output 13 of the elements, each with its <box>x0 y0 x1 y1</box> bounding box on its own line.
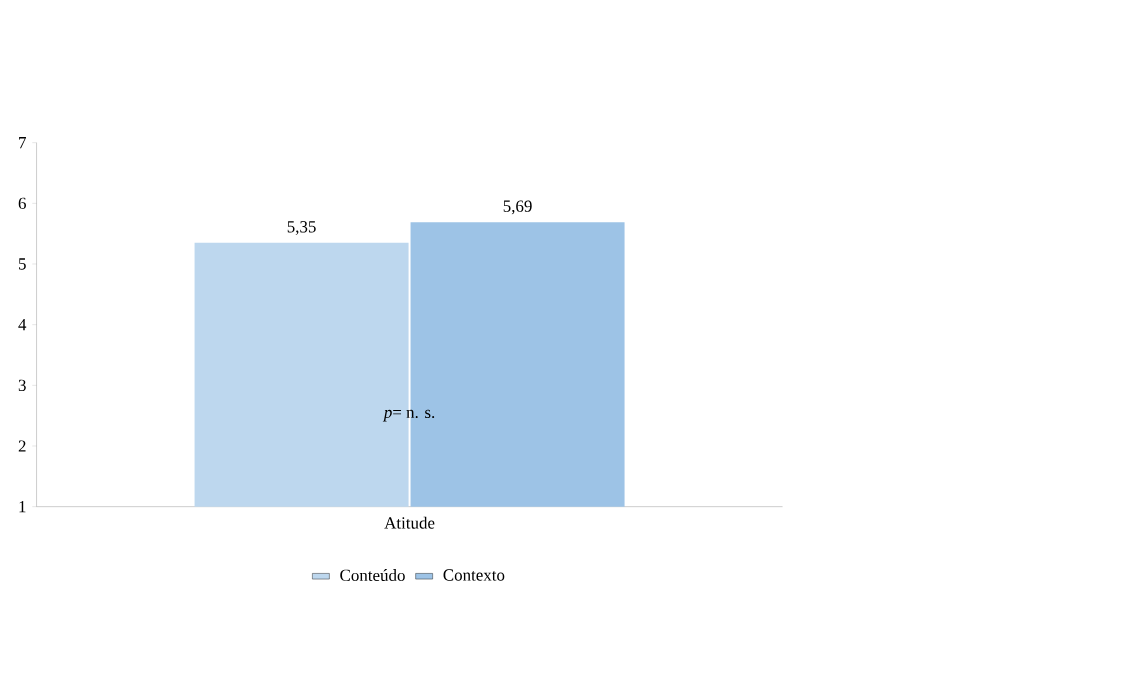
legend-label: Contexto <box>443 569 505 581</box>
annotation: p= n. s. <box>382 409 435 422</box>
y-tick-label: 7 <box>19 137 26 149</box>
y-tick-label: 6 <box>18 197 26 210</box>
legend-label: Conteúdo <box>340 569 405 582</box>
data-label: 5,69 <box>503 200 532 215</box>
y-tick-label: 1 <box>19 501 26 513</box>
x-tick-label: Atitude <box>384 516 435 529</box>
y-tick-label: 2 <box>18 440 26 452</box>
y-tick-label: 3 <box>18 379 26 392</box>
y-tick-label: 5 <box>18 258 26 270</box>
y-tick-label: 4 <box>18 319 27 331</box>
data-label: 5,35 <box>287 221 316 235</box>
